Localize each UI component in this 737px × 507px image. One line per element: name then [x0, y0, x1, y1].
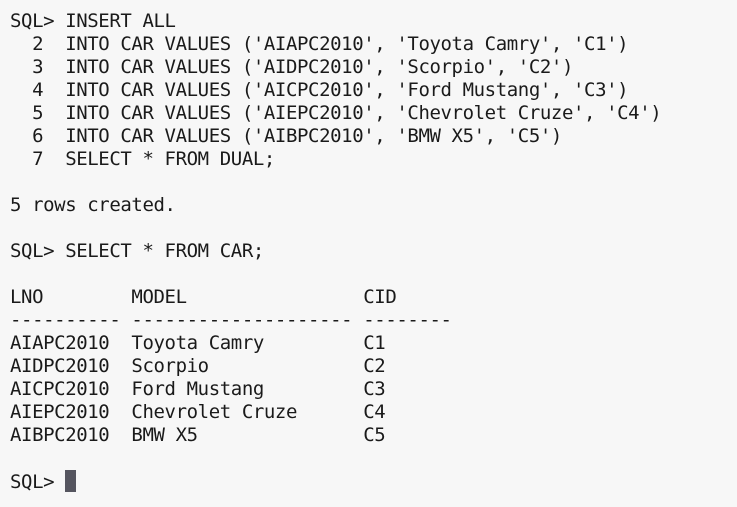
result-row: AIDPC2010 Scorpio C2 — [10, 355, 386, 377]
sql-command-line: 2 INTO CAR VALUES ('AIAPC2010', 'Toyota … — [10, 33, 629, 55]
result-row: AICPC2010 Ford Mustang C3 — [10, 378, 386, 400]
blank-line — [10, 217, 737, 240]
sql-command-line: 7 SELECT * FROM DUAL; — [10, 148, 275, 170]
result-row: AIEPC2010 Chevrolet Cruze C4 — [10, 401, 386, 423]
select-command-line: SQL> SELECT * FROM CAR; — [10, 240, 264, 262]
blank-line — [10, 447, 737, 470]
sql-command-line: SQL> INSERT ALL — [10, 10, 176, 32]
text-cursor[interactable] — [65, 470, 77, 492]
prompt-line[interactable]: SQL> — [10, 470, 737, 493]
result-header: LNO MODEL CID — [10, 286, 397, 308]
sql-command-line: 4 INTO CAR VALUES ('AICPC2010', 'Ford Mu… — [10, 79, 629, 101]
insert-result-message: 5 rows created. — [10, 194, 176, 216]
blank-line — [10, 263, 737, 286]
sql-prompt: SQL> — [10, 471, 66, 493]
sql-command-line: 3 INTO CAR VALUES ('AIDPC2010', 'Scorpio… — [10, 56, 573, 78]
sql-command-line: 6 INTO CAR VALUES ('AIBPC2010', 'BMW X5'… — [10, 125, 562, 147]
result-row: AIBPC2010 BMW X5 C5 — [10, 424, 386, 446]
blank-line — [10, 171, 737, 194]
result-separator: ---------- -------------------- -------- — [10, 309, 452, 331]
sql-command-line: 5 INTO CAR VALUES ('AIEPC2010', 'Chevrol… — [10, 102, 662, 124]
result-row: AIAPC2010 Toyota Camry C1 — [10, 332, 386, 354]
